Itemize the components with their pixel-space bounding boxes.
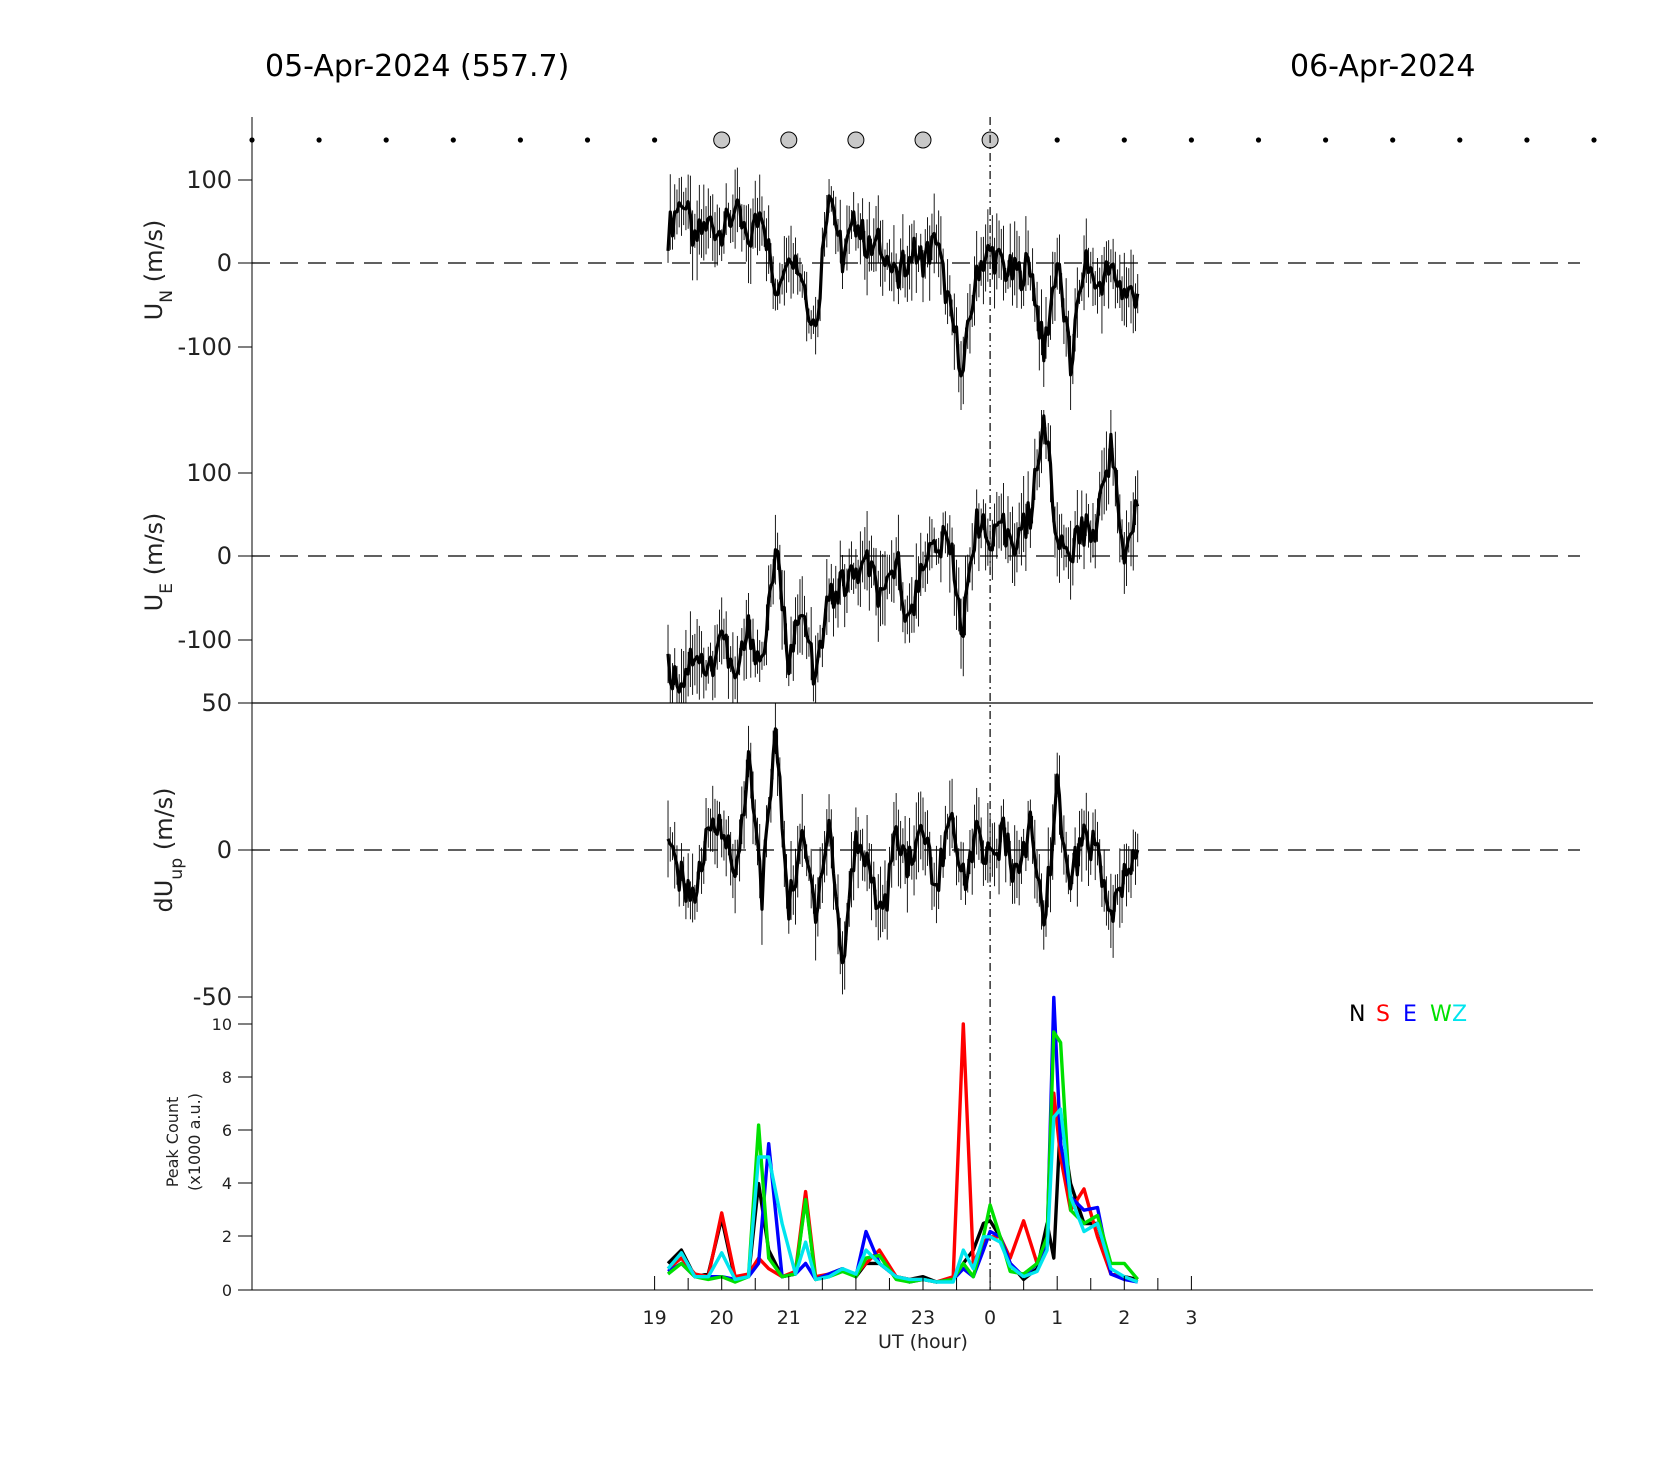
ylabel-dup-part: dU bbox=[150, 880, 178, 913]
y-tick-label: 0 bbox=[217, 542, 232, 570]
ylabel-ue: UE (m/s) bbox=[140, 513, 177, 612]
series-line-z bbox=[666, 1107, 1139, 1284]
marker-dot bbox=[450, 137, 456, 143]
ylabel-dup-part: up bbox=[167, 858, 187, 880]
legend-entry-z: Z bbox=[1452, 1002, 1467, 1027]
marker-dot bbox=[1323, 137, 1329, 143]
marker-dot bbox=[1524, 137, 1530, 143]
ylabel-peak-units: (x1000 a.u.) bbox=[185, 1093, 204, 1191]
y-tick-label: 50 bbox=[201, 689, 232, 717]
x-tick-label: 19 bbox=[643, 1307, 667, 1329]
y-tick-label: 2 bbox=[222, 1227, 232, 1246]
y-tick-label: 8 bbox=[222, 1068, 232, 1087]
legend-entry-w: W bbox=[1430, 1002, 1452, 1027]
y-tick-label: 6 bbox=[222, 1121, 232, 1140]
y-tick-label: 0 bbox=[222, 1281, 232, 1300]
ylabel-un: UN (m/s) bbox=[140, 220, 177, 321]
ylabel-ue-part: U bbox=[140, 594, 168, 612]
title-left: 05-Apr-2024 (557.7) bbox=[265, 49, 569, 84]
ylabel-peak: Peak Count bbox=[163, 1097, 182, 1188]
marker-dot bbox=[517, 137, 524, 143]
y-tick-label: 10 bbox=[212, 1015, 232, 1034]
x-tick-label: 2 bbox=[1118, 1307, 1130, 1329]
marker-dot bbox=[383, 137, 389, 143]
marker-dot bbox=[1054, 137, 1060, 143]
y-tick-label: 0 bbox=[217, 836, 232, 864]
x-tick-label: 20 bbox=[710, 1307, 734, 1329]
ylabel-un-part: U bbox=[140, 303, 168, 321]
ylabel-dup-part: (m/s) bbox=[150, 787, 178, 857]
x-axis-label: UT (hour) bbox=[878, 1331, 968, 1353]
observation-marker bbox=[713, 131, 731, 149]
observation-marker bbox=[780, 131, 798, 149]
ylabel-un-part: (m/s) bbox=[140, 220, 168, 290]
ylabel-ue-part: (m/s) bbox=[140, 513, 168, 583]
marker-dot bbox=[1188, 137, 1194, 143]
observation-marker bbox=[914, 131, 932, 149]
y-tick-label: 100 bbox=[186, 166, 232, 194]
y-tick-label: -100 bbox=[178, 333, 232, 361]
ylabel-dup: dUup (m/s) bbox=[150, 787, 187, 912]
legend-entry-e: E bbox=[1403, 1002, 1417, 1027]
title-right: 06-Apr-2024 bbox=[1290, 49, 1476, 84]
y-tick-label: 4 bbox=[222, 1174, 232, 1193]
series-line-un bbox=[666, 194, 1140, 378]
x-tick-label: 1 bbox=[1051, 1307, 1063, 1329]
x-tick-label: 21 bbox=[777, 1307, 801, 1329]
x-tick-label: 3 bbox=[1185, 1307, 1197, 1329]
ylabel-un-part: N bbox=[157, 290, 177, 303]
legend-entry-n: N bbox=[1349, 1002, 1365, 1027]
observation-marker bbox=[847, 131, 865, 149]
y-tick-label: -100 bbox=[178, 626, 232, 654]
y-tick-label: 100 bbox=[186, 459, 232, 487]
marker-dot bbox=[584, 137, 591, 143]
marker-dot bbox=[1591, 137, 1597, 143]
marker-dot bbox=[1121, 137, 1127, 143]
y-tick-label: 0 bbox=[217, 249, 232, 277]
legend-entry-s: S bbox=[1376, 1002, 1390, 1027]
x-tick-label: 23 bbox=[911, 1307, 935, 1329]
series-line-dup bbox=[666, 727, 1140, 965]
marker-dot bbox=[1457, 137, 1463, 143]
marker-dot bbox=[316, 137, 322, 143]
series-line-ue bbox=[666, 414, 1140, 694]
marker-dot bbox=[1390, 137, 1396, 143]
x-tick-label: 22 bbox=[844, 1307, 868, 1329]
y-tick-label: -50 bbox=[193, 983, 232, 1011]
ylabel-ue-part: E bbox=[157, 583, 177, 594]
x-tick-label: 0 bbox=[984, 1307, 996, 1329]
marker-dot bbox=[1255, 137, 1262, 143]
marker-dot bbox=[652, 137, 658, 143]
